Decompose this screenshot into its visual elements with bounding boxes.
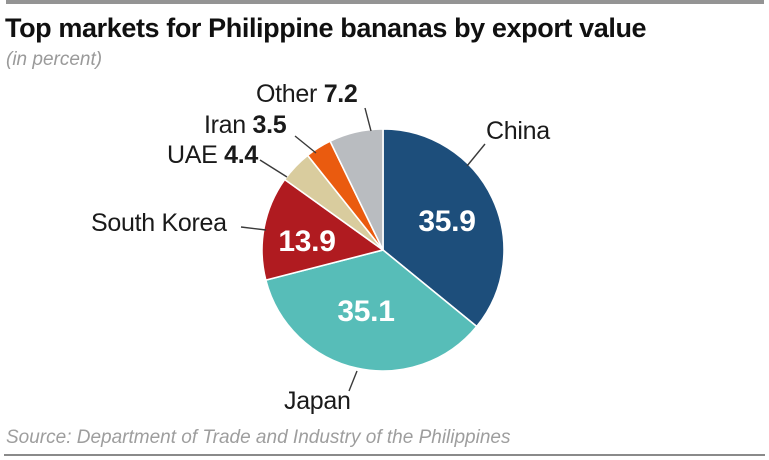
callout-other: Other 7.2 xyxy=(256,80,358,109)
callout-japan-label: Japan xyxy=(284,387,351,415)
callout-uae: UAE 4.4 xyxy=(167,141,258,170)
page-subtitle: (in percent) xyxy=(6,49,103,70)
callout-other-label: Other xyxy=(256,80,318,108)
top-rule xyxy=(6,0,764,4)
callout-japan: Japan xyxy=(284,387,351,416)
callout-line-china xyxy=(466,143,486,167)
pie-slice-china xyxy=(382,128,505,328)
callout-south-korea: South Korea xyxy=(91,209,227,238)
callout-uae-label: UAE xyxy=(167,141,218,169)
page-title: Top markets for Philippine bananas by ex… xyxy=(5,13,647,43)
callout-china: China xyxy=(486,117,550,146)
callout-line-other xyxy=(364,107,372,132)
callout-iran-label: Iran xyxy=(204,111,246,139)
callout-iran-value: 3.5 xyxy=(252,111,287,139)
callout-lines xyxy=(240,107,486,392)
source-note: Source: Department of Trade and Industry… xyxy=(6,427,511,448)
pie-slice-south-korea xyxy=(261,178,384,281)
callout-line-japan xyxy=(348,370,358,392)
value-label-china: 35.9 xyxy=(418,205,476,238)
callout-line-south-korea xyxy=(240,226,267,231)
pie-slices xyxy=(261,128,505,372)
callout-other-value: 7.2 xyxy=(323,80,358,108)
bottom-rule xyxy=(4,454,765,456)
callout-iran: Iran 3.5 xyxy=(204,111,287,140)
pie-slice-other xyxy=(329,128,384,251)
callout-uae-value: 4.4 xyxy=(224,141,259,169)
pie-slice-japan xyxy=(265,249,478,372)
callout-south-korea-label: South Korea xyxy=(91,209,227,237)
callout-china-label: China xyxy=(486,117,550,145)
value-label-south-korea: 13.9 xyxy=(278,225,336,258)
value-label-japan: 35.1 xyxy=(337,295,395,328)
callout-line-iran xyxy=(294,135,317,154)
callout-line-uae xyxy=(259,159,288,178)
